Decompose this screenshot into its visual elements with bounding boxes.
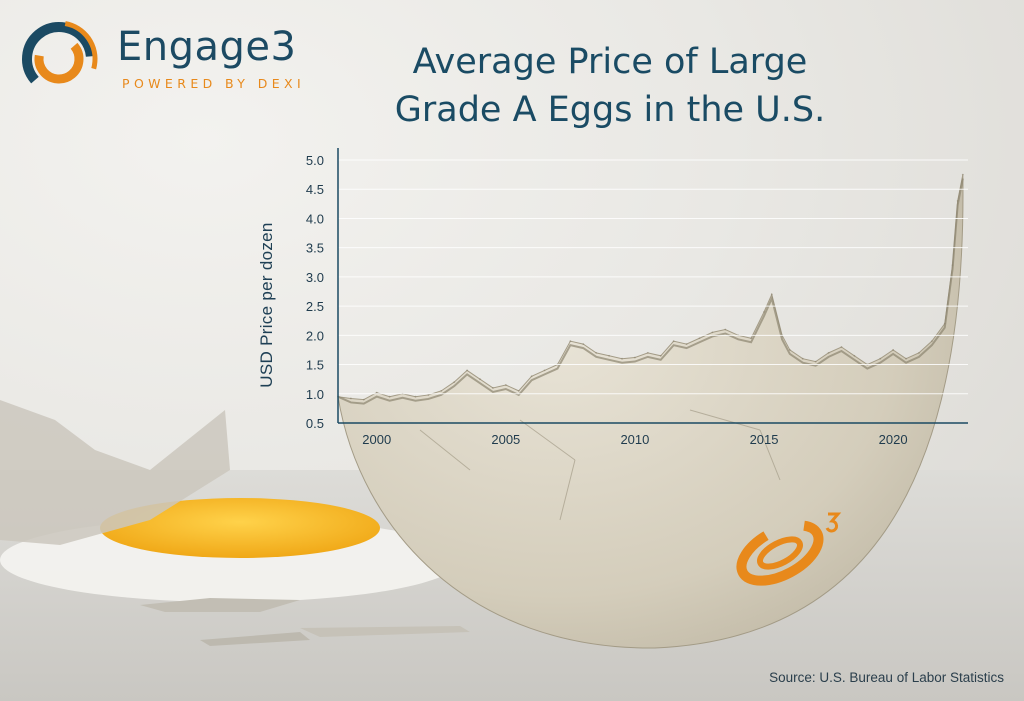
gridlines [338,159,968,395]
shell-crack [689,409,761,431]
o3-swirl-outer [736,520,824,586]
o3-logo-icon [736,512,842,586]
data-point [621,357,623,360]
data-point [840,346,843,348]
y-tick-label: 0.5 [306,416,324,431]
chart-title: Average Price of Large Grade A Eggs in t… [330,38,890,134]
data-point [362,398,365,401]
y-tick-label: 3.5 [306,241,324,256]
data-point [814,360,817,363]
price-line [337,178,964,405]
egg-yolk [100,498,380,558]
shell-crack [419,429,471,471]
data-point [770,293,773,296]
data-point [634,356,636,359]
data-point [466,369,468,372]
x-tick-label: 2015 [750,432,779,447]
o3-swirl-inner [757,536,803,570]
y-tick-label: 2.0 [306,328,324,343]
data-point [530,375,533,378]
data-point [724,328,727,331]
shell-crack [559,459,576,521]
data-point [711,331,714,334]
data-point [517,389,520,392]
data-point [943,322,946,325]
eggshell [337,173,964,649]
data-point [750,337,753,340]
data-point [492,387,494,389]
data-point [414,395,417,398]
shell-chip-2 [200,632,310,646]
shell-fragment-left [0,400,230,545]
axes [337,148,968,424]
eggshell-body [337,174,964,649]
shell-crack [519,419,576,461]
x-tick-label: 2005 [491,432,520,447]
data-point [892,349,895,351]
data-point [763,311,765,313]
y-tick-labels: 0.5 1.0 1.5 2.0 2.5 3.0 3.5 4.0 4.5 5.0 [306,153,324,431]
data-point [698,337,701,340]
data-point [453,381,456,383]
y-tick-label: 2.5 [306,299,324,314]
data-point [685,343,688,345]
x-tick-label: 2010 [620,432,649,447]
data-point [853,354,856,357]
data-point [582,343,585,345]
shell-crack [759,429,781,481]
data-point [951,264,954,267]
data-point [350,397,352,400]
swirl-logo-icon [20,20,98,98]
y-tick-label: 5.0 [306,153,324,168]
data-point [956,200,959,202]
source-note: Source: U.S. Bureau of Labor Statistics [769,670,1004,685]
data-point [388,395,391,398]
brand-logo: Engage3 POWERED BY DEXI [14,14,314,104]
data-point [479,378,481,381]
o3-superscript [825,512,842,533]
data-point [375,391,378,394]
data-point [543,369,546,372]
data-point [905,357,907,360]
x-tick-label: 2020 [879,432,908,447]
data-point [672,340,675,343]
data-point [659,354,662,357]
data-point [427,394,430,396]
data-point [930,340,933,343]
data-point [918,351,920,354]
data-point [879,357,882,360]
x-tick-labels: 2000 2005 2010 2015 2020 [362,432,907,447]
data-point [504,384,507,386]
data-point [827,351,830,354]
y-tick-label: 1.5 [306,358,324,373]
data-point [801,357,804,360]
shell-chip-3 [300,626,470,637]
data-point [961,173,964,176]
y-tick-label: 3.0 [306,270,324,285]
data-point [440,389,443,392]
brand-name: Engage3 [117,24,297,70]
y-tick-label: 4.0 [306,211,324,226]
data-point [608,354,611,357]
data-point [646,351,649,354]
chart-title-line-1: Average Price of Large [412,42,808,82]
brand-tagline: POWERED BY DEXI [122,76,306,91]
y-tick-label: 1.0 [306,387,324,402]
data-point [595,351,598,354]
x-tick-label: 2000 [362,432,391,447]
data-point [569,340,572,343]
data-point [788,349,791,351]
chart-title-line-2: Grade A Eggs in the U.S. [394,90,826,130]
shell-chip-1 [140,598,300,612]
y-tick-label: 4.5 [306,182,324,197]
